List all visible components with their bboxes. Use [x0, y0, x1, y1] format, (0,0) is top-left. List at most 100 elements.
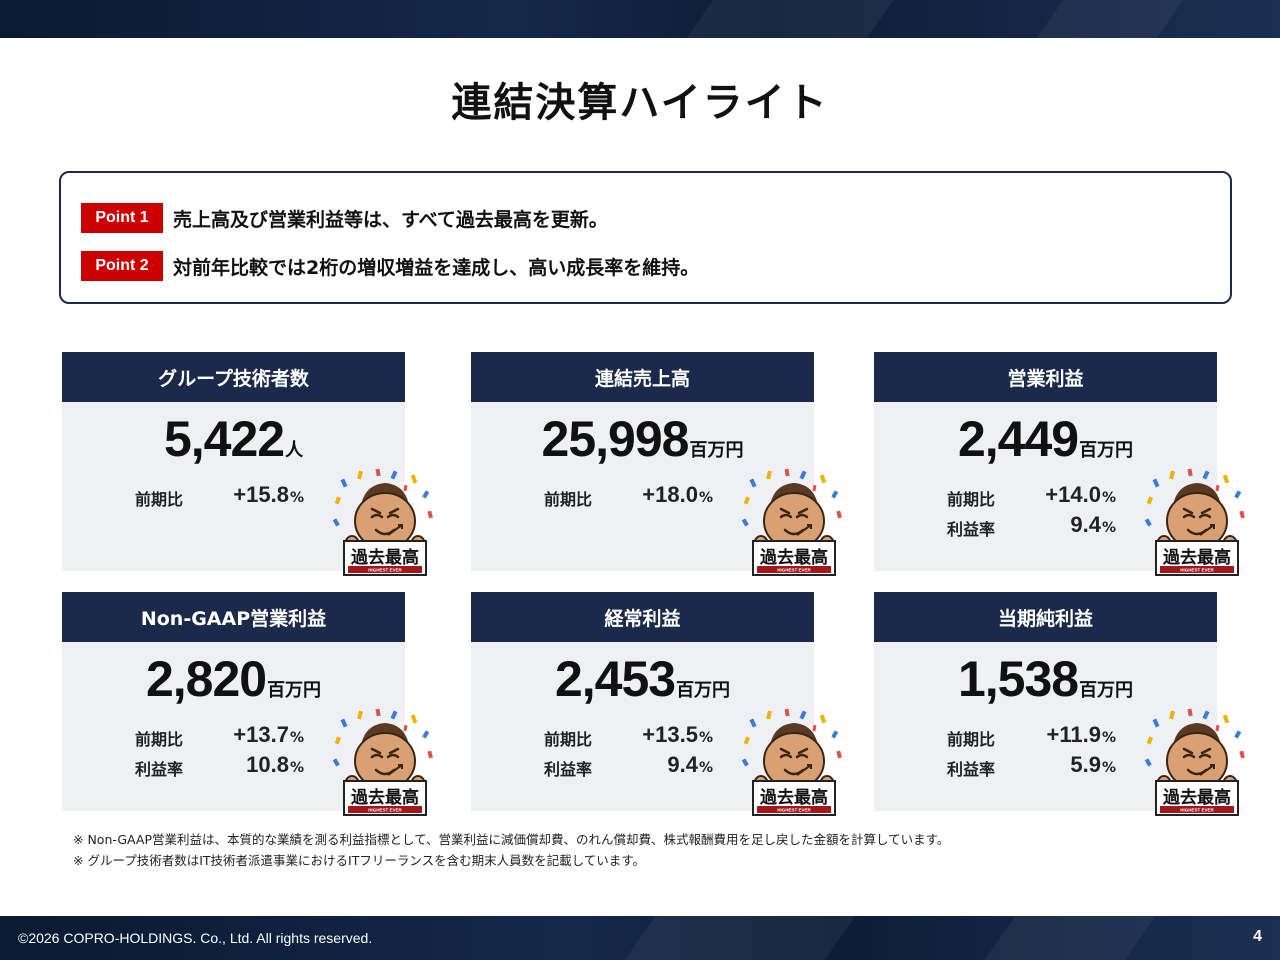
metric-unit: 百万円 — [1079, 440, 1134, 461]
yoy-number: +14.0 — [1045, 482, 1101, 507]
highest-ever-sub-label: HIGHEST EVER — [777, 568, 811, 573]
highest-ever-label: 過去最高 — [760, 547, 828, 568]
highest-ever-sign: 過去最高 HIGHEST EVER — [752, 780, 836, 816]
yoy-value: +13.5% — [611, 722, 713, 748]
footnote-engineers: ※ グループ技術者数はIT技術者派遣事業におけるITフリーランスを含む期末人員数… — [73, 853, 645, 868]
metric-value: 2,449百万円 — [874, 410, 1217, 468]
highest-ever-label: 過去最高 — [1163, 787, 1231, 808]
metric-value: 2,820百万円 — [62, 650, 405, 708]
highest-ever-sign: 過去最高 HIGHEST EVER — [752, 540, 836, 576]
card-ordinary-income: 経常利益 2,453百万円前期比 +13.5% 利益率 9.4% 過去最高 — [471, 592, 842, 816]
yoy-label: 前期比 — [135, 730, 184, 749]
yoy-unit: % — [289, 730, 304, 746]
copyright-text: ©2026 COPRO-HOLDINGS. Co., Ltd. All righ… — [18, 930, 373, 946]
metric-number: 5,422 — [163, 411, 285, 467]
yoy-value: +14.0% — [1014, 482, 1116, 508]
yoy-number: +11.9 — [1046, 722, 1101, 747]
highest-ever-label: 過去最高 — [760, 787, 828, 808]
card-title: 経常利益 — [471, 592, 814, 642]
metric-unit: 百万円 — [1079, 680, 1134, 701]
metric-unit: 百万円 — [689, 440, 744, 461]
card-title: 当期純利益 — [874, 592, 1217, 642]
highest-ever-sign: 過去最高 HIGHEST EVER — [343, 540, 427, 576]
page-number: 4 — [1253, 928, 1262, 945]
card-title: 連結売上高 — [471, 352, 814, 402]
point-badge: Point 1 — [81, 203, 163, 233]
margin-number: 5.9 — [1070, 752, 1101, 777]
yoy-value: +15.8% — [202, 482, 304, 508]
yoy-value: +11.9% — [1014, 722, 1116, 748]
metric-value: 25,998百万円 — [471, 410, 814, 468]
margin-value: 5.9% — [1014, 752, 1116, 778]
metric-unit: 百万円 — [676, 680, 731, 701]
confetti — [1144, 468, 1245, 527]
highest-ever-label: 過去最高 — [1163, 547, 1231, 568]
margin-number: 9.4 — [667, 752, 698, 777]
footnote-non-gaap: ※ Non-GAAP営業利益は、本質的な業績を測る利益指標として、営業利益に減価… — [73, 832, 950, 847]
card-title: Non-GAAP営業利益 — [62, 592, 405, 642]
yoy-label: 前期比 — [947, 490, 996, 509]
highest-ever-sign: 過去最高 HIGHEST EVER — [1155, 780, 1239, 816]
metric-value: 2,453百万円 — [471, 650, 814, 708]
yoy-value: +13.7% — [202, 722, 304, 748]
yoy-number: +13.5 — [642, 722, 698, 747]
point-text: 対前年比較では2桁の増収増益を達成し、高い成長率を維持。 — [173, 256, 700, 279]
margin-unit: % — [289, 760, 304, 776]
yoy-number: +18.0 — [642, 482, 698, 507]
margin-label: 利益率 — [947, 760, 996, 779]
card-net-income: 当期純利益 1,538百万円 前期比 +11.9% 利益率 5.9% 過去最 — [874, 592, 1245, 816]
yoy-unit: % — [698, 490, 713, 506]
margin-unit: % — [1101, 760, 1116, 776]
highest-ever-sign: 過去最高 HIGHEST EVER — [343, 780, 427, 816]
highest-ever-mascot-icon: 過去最高 HIGHEST EVER — [330, 707, 440, 817]
margin-unit: % — [698, 760, 713, 776]
margin-number: 10.8 — [246, 752, 289, 777]
metric-number: 2,449 — [957, 411, 1079, 467]
highest-ever-sub-label: HIGHEST EVER — [1180, 808, 1214, 813]
yoy-number: +13.7 — [233, 722, 289, 747]
metric-number: 1,538 — [957, 651, 1079, 707]
yoy-unit: % — [1101, 490, 1116, 506]
point-text: 売上高及び営業利益等は、すべて過去最高を更新。 — [173, 208, 608, 231]
card-non-gaap-operating-income: Non-GAAP営業利益 2,820百万円前期比 +13.7% 利益率 10.8% — [62, 592, 433, 816]
margin-label: 利益率 — [135, 760, 184, 779]
confetti — [332, 708, 433, 767]
key-points-box: Point 1 売上高及び営業利益等は、すべて過去最高を更新。 Point 2 … — [59, 171, 1232, 304]
highest-ever-label: 過去最高 — [351, 547, 419, 568]
point-row-2: Point 2 対前年比較では2桁の増収増益を達成し、高い成長率を維持。 — [81, 251, 699, 281]
card-consolidated-sales: 連結売上高 25,998百万円前期比 +18.0% 過去最高 — [471, 352, 842, 576]
metric-number: 25,998 — [541, 411, 690, 467]
margin-value: 10.8% — [202, 752, 304, 778]
metric-value: 1,538百万円 — [874, 650, 1217, 708]
highest-ever-mascot-icon: 過去最高 HIGHEST EVER — [330, 467, 440, 577]
highest-ever-sub-label: HIGHEST EVER — [368, 568, 402, 573]
top-banner — [0, 0, 1280, 38]
yoy-label: 前期比 — [544, 730, 593, 749]
margin-label: 利益率 — [947, 520, 996, 539]
point-badge: Point 2 — [81, 251, 163, 281]
margin-unit: % — [1101, 520, 1116, 536]
confetti — [332, 468, 433, 527]
highest-ever-sub-label: HIGHEST EVER — [1180, 568, 1214, 573]
yoy-unit: % — [698, 730, 713, 746]
yoy-label: 前期比 — [135, 490, 184, 509]
yoy-unit: % — [289, 490, 304, 506]
margin-value: 9.4% — [1014, 512, 1116, 538]
yoy-value: +18.0% — [611, 482, 713, 508]
card-title: 営業利益 — [874, 352, 1217, 402]
highest-ever-mascot-icon: 過去最高 HIGHEST EVER — [1142, 707, 1252, 817]
yoy-label: 前期比 — [544, 490, 593, 509]
footer-bar: ©2026 COPRO-HOLDINGS. Co., Ltd. All righ… — [0, 916, 1280, 960]
metric-number: 2,820 — [145, 651, 267, 707]
point-row-1: Point 1 売上高及び営業利益等は、すべて過去最高を更新。 — [81, 203, 608, 233]
highest-ever-label: 過去最高 — [351, 787, 419, 808]
highest-ever-sub-label: HIGHEST EVER — [368, 808, 402, 813]
page-title: 連結決算ハイライト — [451, 80, 829, 126]
yoy-number: +15.8 — [233, 482, 289, 507]
metric-number: 2,453 — [554, 651, 676, 707]
card-operating-income: 営業利益 2,449百万円前期比 +14.0% 利益率 9.4% 過去最高 — [874, 352, 1245, 576]
metric-unit: 人 — [285, 440, 304, 461]
margin-label: 利益率 — [544, 760, 593, 779]
confetti — [1144, 708, 1245, 767]
highest-ever-mascot-icon: 過去最高 HIGHEST EVER — [1142, 467, 1252, 577]
